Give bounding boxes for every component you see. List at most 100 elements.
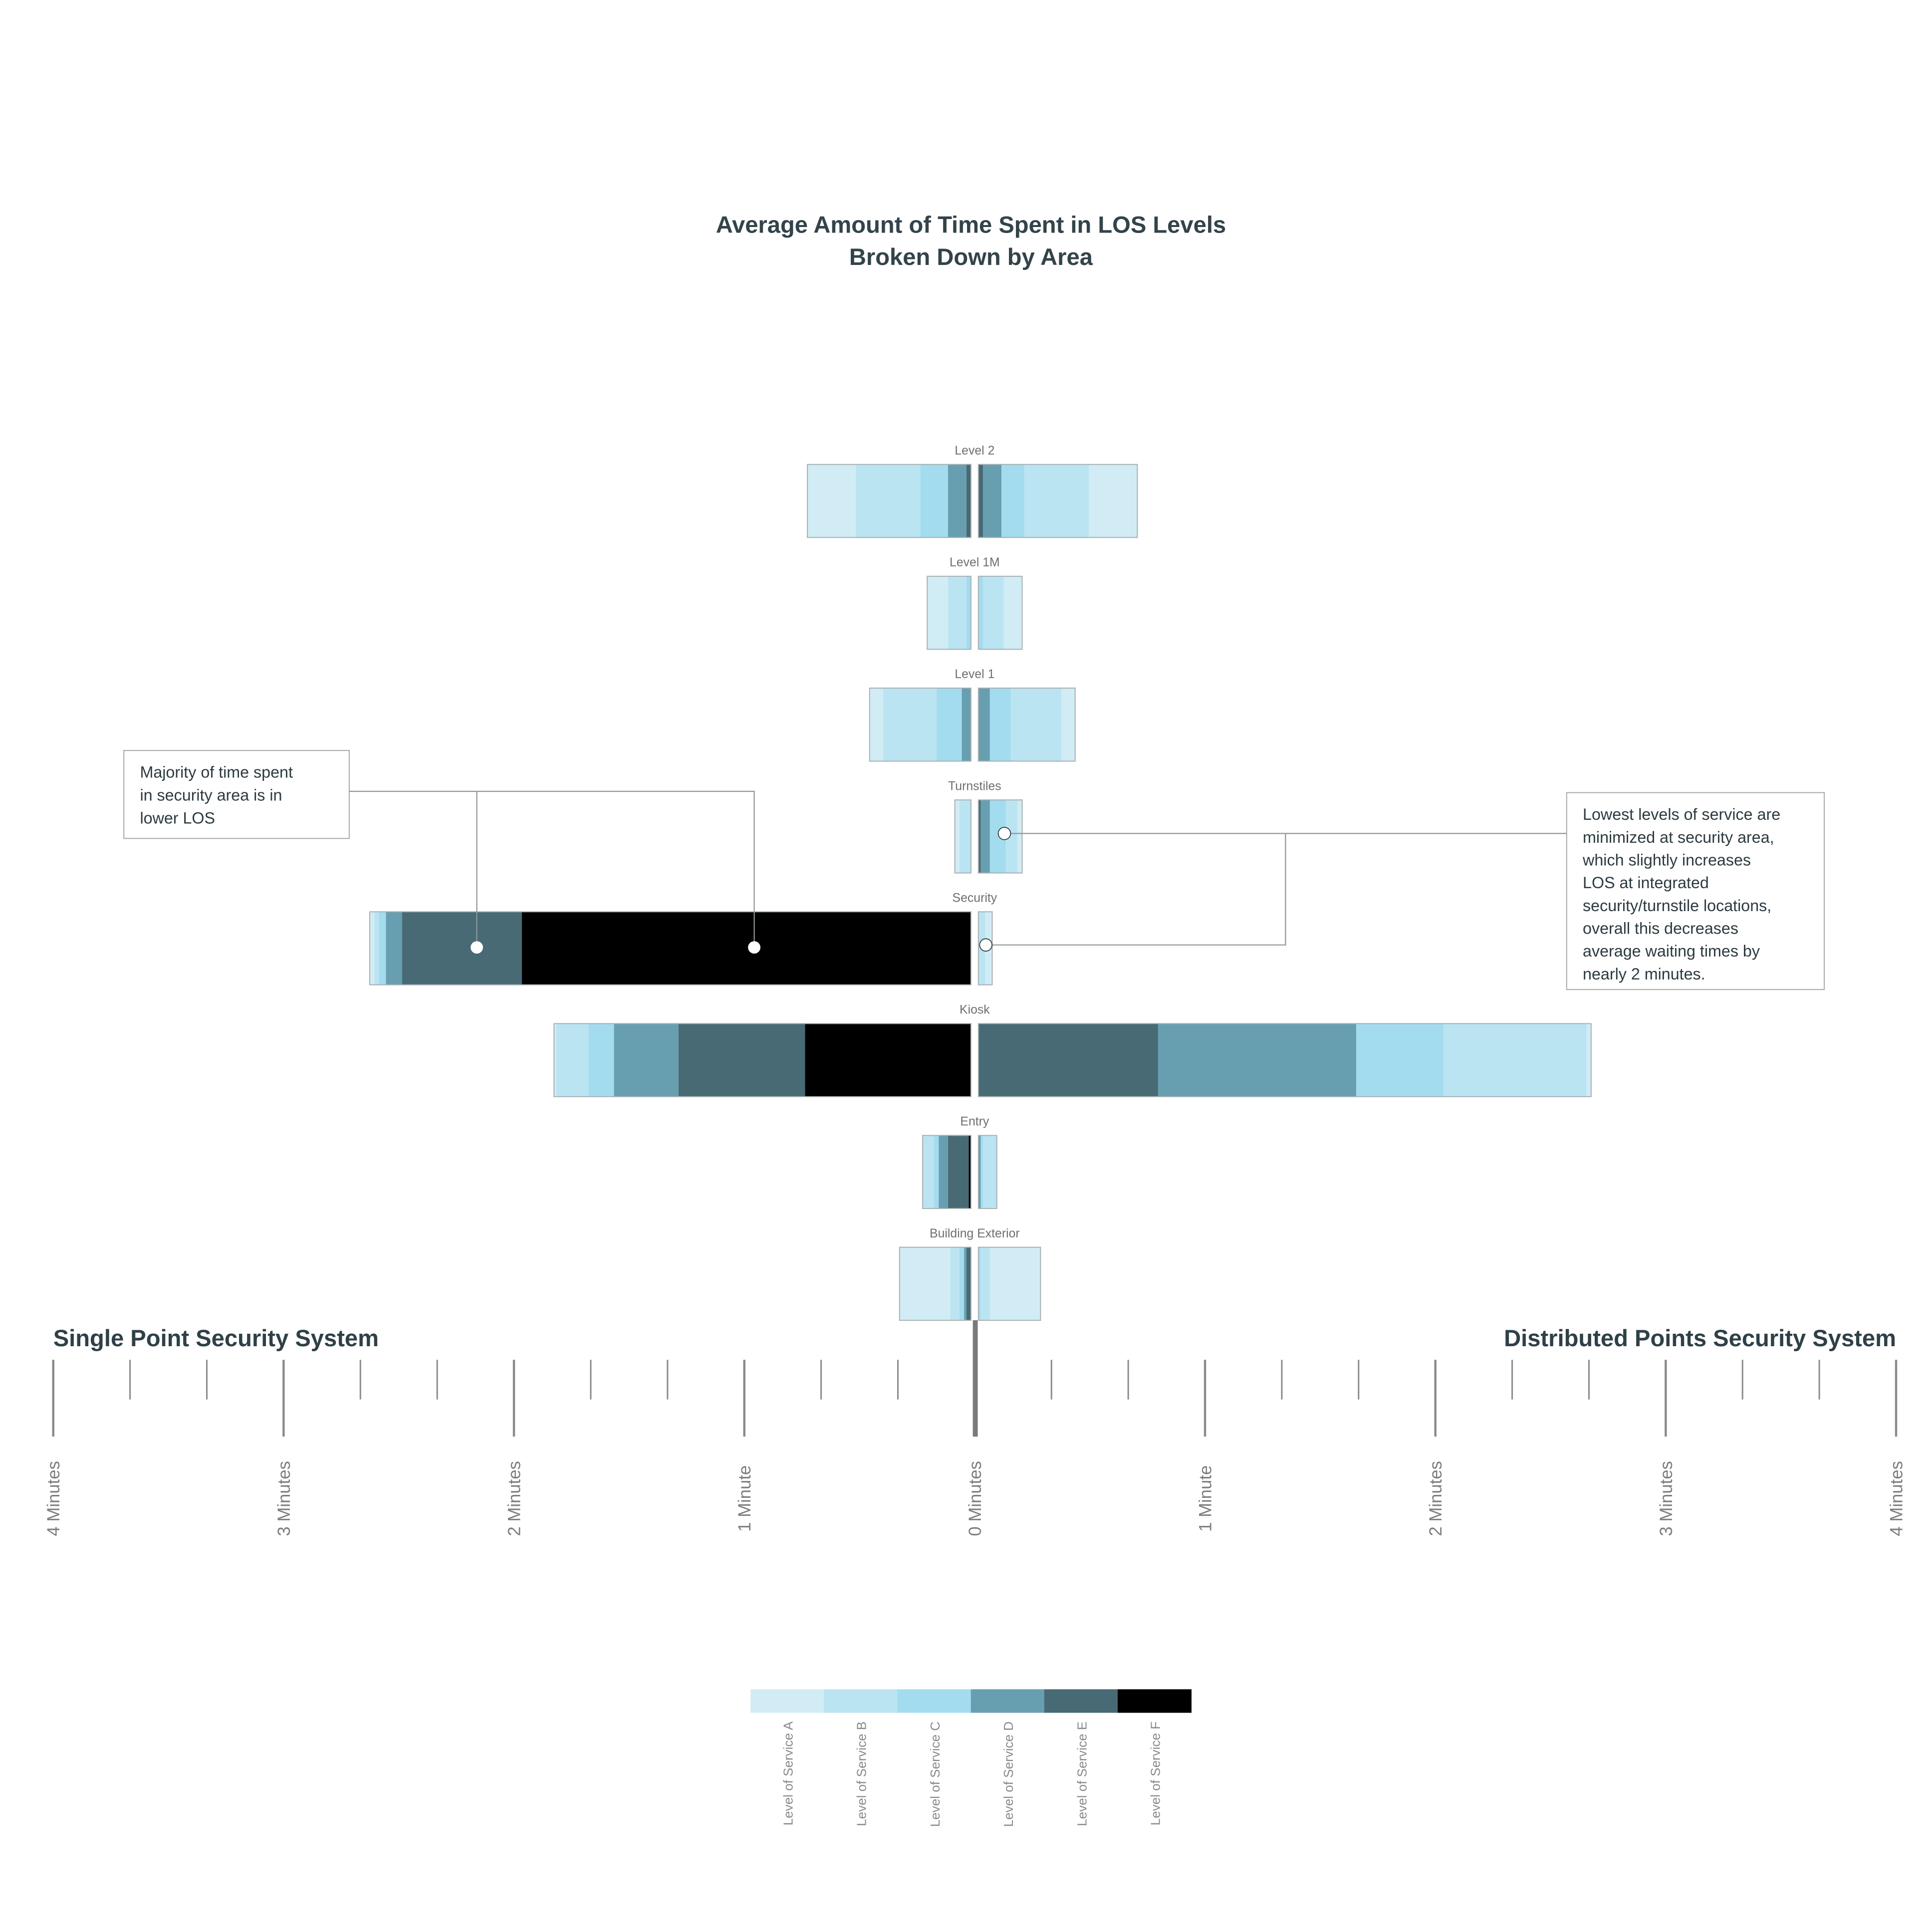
annotation-text-line: Lowest levels of service are	[1583, 805, 1780, 823]
legend-label: Level of Service C	[928, 1721, 943, 1827]
annotation-text-line: security/turnstile locations,	[1583, 897, 1771, 915]
legend: Level of Service A Level of Service B Leve…	[750, 1689, 1192, 1827]
bar-segment-right-los-c	[978, 576, 983, 650]
bar-segment-left-los-c	[920, 464, 948, 538]
tick-label: 0 Minutes	[966, 1461, 985, 1536]
bar-row-level-1: Level 1	[869, 668, 1076, 762]
bar-outline-right	[977, 1246, 1041, 1321]
category-label: Turnstiles	[948, 779, 1001, 793]
bar-segment-right-los-a	[989, 1247, 1041, 1321]
category-label: Kiosk	[960, 1003, 990, 1017]
annotations-group: Majority of time spent in security area i…	[123, 750, 1825, 990]
bar-segment-left-los-b	[856, 464, 921, 538]
bar-segment-left-los-c	[936, 688, 962, 761]
bars-group: Level 2 Level 1M Level 1 Turnstiles Security…	[369, 444, 1592, 1321]
bar-segment-left-los-e	[966, 1247, 971, 1321]
bar-outline-left	[869, 688, 971, 762]
bar-segment-left-los-b	[883, 688, 937, 761]
bar-segment-right-los-a	[1089, 464, 1138, 538]
legend-swatch-los-d	[970, 1689, 1045, 1713]
bar-segment-left-los-d	[939, 1135, 948, 1208]
bar-segment-left-los-d	[386, 912, 402, 985]
bar-row-level-1m: Level 1M	[927, 556, 1023, 650]
annotation-text-line: nearly 2 minutes.	[1583, 965, 1705, 983]
legend-label: Level of Service D	[1001, 1721, 1016, 1827]
bar-segment-right-los-c	[980, 1135, 983, 1208]
bar-segment-right-los-a	[1061, 688, 1075, 761]
leader-line	[992, 833, 1286, 946]
tick-label: 1 Minute	[735, 1465, 754, 1532]
annotation-left: Majority of time spent in security area i…	[123, 750, 760, 954]
bar-segment-left-los-b	[950, 1247, 960, 1321]
bar-segment-left-los-c	[379, 912, 386, 985]
legend-swatch-los-f	[1118, 1689, 1192, 1713]
bar-segment-right-los-b	[1444, 1023, 1587, 1097]
bar-segment-right-los-b	[983, 576, 1004, 650]
bar-segment-right-los-b	[983, 1135, 997, 1208]
legend-swatch-los-e	[1044, 1689, 1118, 1713]
bar-segment-left-los-b	[556, 1023, 589, 1097]
category-label: Building Exterior	[930, 1227, 1020, 1240]
category-label: Entry	[960, 1115, 989, 1129]
tick-label: 2 Minutes	[1427, 1461, 1446, 1536]
bar-segment-right-los-c	[989, 688, 1011, 761]
legend-label: Level of Service B	[854, 1721, 869, 1826]
bar-segment-left-los-f	[968, 1135, 971, 1208]
bar-segment-left-los-b	[374, 912, 379, 985]
bar-segment-left-los-d	[964, 1247, 966, 1321]
bar-outline-left	[954, 799, 971, 874]
bar-segment-right-los-b	[980, 1247, 990, 1321]
tick-label: 4 Minutes	[1887, 1461, 1906, 1536]
bar-segment-right-los-b	[1024, 464, 1089, 538]
legend-label: Level of Service A	[781, 1721, 796, 1825]
legend-swatch-los-c	[897, 1689, 971, 1713]
category-label: Security	[953, 891, 997, 905]
legend-swatch-los-a	[750, 1689, 825, 1713]
bar-segment-left-los-e	[948, 1135, 969, 1208]
bar-row-level-2: Level 2	[807, 444, 1138, 538]
annotation-text-line: LOS at integrated	[1583, 874, 1709, 892]
bar-outline-right	[977, 575, 1023, 650]
bar-segment-right-los-d	[978, 688, 990, 761]
tick-label: 4 Minutes	[44, 1461, 63, 1536]
bar-segment-left-los-a	[955, 800, 960, 873]
bar-outline-right	[977, 911, 993, 985]
bar-segment-left-los-a	[899, 1247, 951, 1321]
bar-segment-left-los-b	[948, 576, 966, 650]
bar-outline-right	[977, 688, 1076, 762]
chart-title: Average Amount of Time Spent in LOS Leve…	[716, 212, 1226, 270]
bar-segment-left-los-d	[614, 1023, 679, 1097]
zero-axis-line	[972, 1320, 978, 1437]
leader-line	[349, 790, 755, 948]
bar-segment-right-los-b	[1006, 800, 1018, 873]
bar-segment-left-los-f	[521, 912, 971, 985]
bar-outline-right	[977, 1135, 997, 1209]
bar-segment-left-los-a	[869, 688, 884, 761]
bar-segment-left-los-c	[588, 1023, 614, 1097]
bar-segment-left-los-c	[959, 1247, 965, 1321]
annotation-marker	[997, 827, 1011, 840]
bar-segment-right-los-c	[1356, 1023, 1444, 1097]
bar-outline-left	[369, 911, 971, 985]
legend-swatch-los-b	[824, 1689, 898, 1713]
bar-segment-left-los-c	[934, 1135, 939, 1208]
annotation-box	[1566, 792, 1825, 990]
bar-segment-right-los-a	[1003, 576, 1022, 650]
category-label: Level 1M	[950, 556, 1000, 569]
bar-segment-right-los-c	[978, 1247, 981, 1321]
bar-segment-left-los-e	[678, 1023, 805, 1097]
bar-outline-right	[977, 464, 1138, 538]
bar-segment-left-los-a	[369, 912, 375, 985]
annotation-text-line: lower LOS	[140, 809, 215, 827]
bar-row-kiosk: Kiosk	[553, 1003, 1592, 1097]
bar-segment-left-los-c	[966, 576, 971, 650]
left-system-label: Single Point Security System	[53, 1325, 379, 1351]
bar-segment-left-los-f	[805, 1023, 971, 1097]
bar-outline-left	[927, 575, 971, 650]
bar-outline-left	[922, 1135, 971, 1209]
bar-segment-left-los-d	[962, 688, 971, 761]
bar-outline-right	[977, 799, 1023, 874]
annotation-text-line: Majority of time spent	[140, 763, 293, 781]
annotation-text-line: minimized at security area,	[1583, 828, 1774, 846]
